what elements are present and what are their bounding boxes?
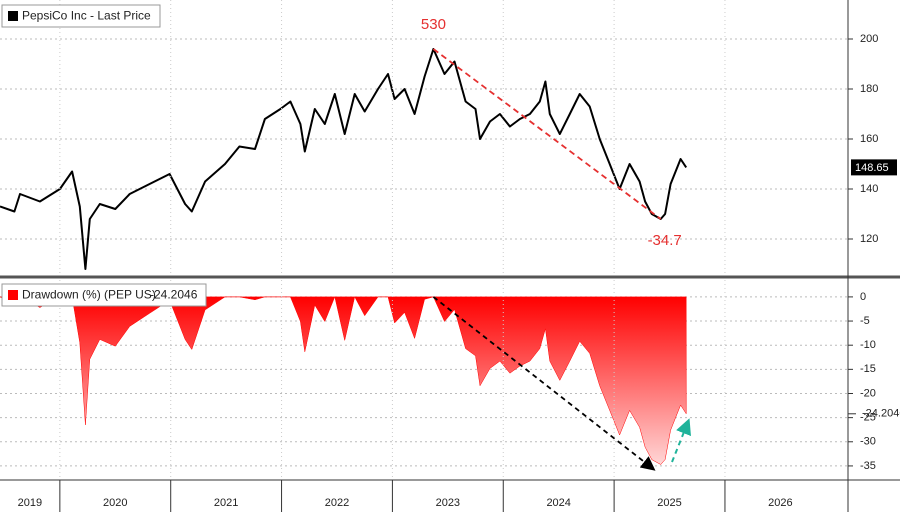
legend-swatch <box>8 11 18 21</box>
y-tick-label: 140 <box>860 183 878 195</box>
rebound-arrow <box>671 418 691 463</box>
legend-price: PepsiCo Inc - Last Price <box>1 4 161 28</box>
x-tick-label: 2025 <box>657 497 681 509</box>
trend-arrow <box>432 296 656 471</box>
last-value-label: -24.2046 <box>862 408 900 420</box>
y-tick-label: -35 <box>860 460 876 472</box>
y-tick-label: -20 <box>860 387 876 399</box>
x-tick-label: 2019 <box>18 497 42 509</box>
legend-value: -24.2046 <box>150 288 198 302</box>
annotation: 530 <box>421 16 446 33</box>
y-tick-label: 180 <box>860 83 878 95</box>
y-tick-label: -25 <box>860 412 876 424</box>
last-price-label: 148.65 <box>855 162 889 174</box>
x-tick-label: 2026 <box>768 497 792 509</box>
x-tick-label: 2020 <box>103 497 127 509</box>
y-tick-label: -15 <box>860 363 876 375</box>
annotation: -34.7 <box>648 232 682 249</box>
x-tick-label: 2023 <box>436 497 460 509</box>
price-line <box>0 48 688 270</box>
legend-box <box>1 283 207 307</box>
y-tick-label: 200 <box>860 33 878 45</box>
y-tick-label: -10 <box>860 339 876 351</box>
legend-drawdown: Drawdown (%) (PEP US) -24.2046 <box>1 283 207 307</box>
drawdown-area <box>0 296 687 465</box>
last-price-tag <box>851 159 897 176</box>
drawdown-guide <box>432 48 662 220</box>
x-tick-label: 2021 <box>214 497 238 509</box>
legend-swatch <box>8 290 18 300</box>
y-tick-label: 0 <box>860 291 866 303</box>
y-tick-label: -30 <box>860 436 876 448</box>
y-tick-label: 160 <box>860 133 878 145</box>
x-tick-label: 2022 <box>325 497 349 509</box>
legend-label: PepsiCo Inc - Last Price <box>22 9 151 23</box>
y-tick-label: 120 <box>860 233 878 245</box>
legend-label: Drawdown (%) (PEP US) <box>22 288 156 302</box>
x-tick-label: 2024 <box>546 497 570 509</box>
plot-layer: 530 -34.7 2019 2020 2021 2022 2023 2024 2025 2026 <box>0 0 848 512</box>
y-tick-label: -5 <box>860 315 870 327</box>
legend-box <box>1 4 161 28</box>
